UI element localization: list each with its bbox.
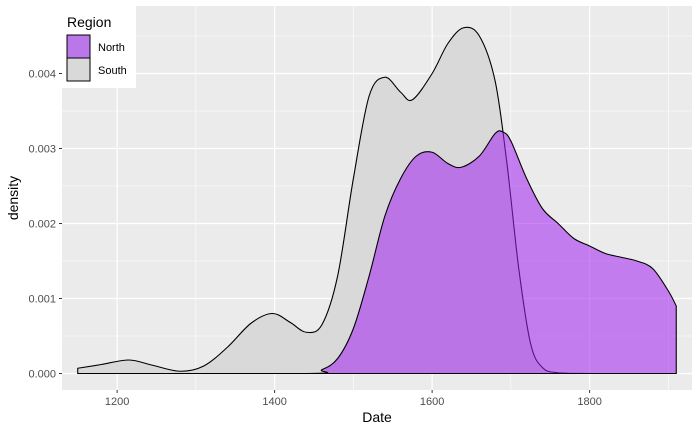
x-tick-label: 1800 xyxy=(577,396,601,408)
legend-key-north xyxy=(66,34,91,59)
x-tick-label: 1400 xyxy=(262,396,286,408)
x-tick-label: 1200 xyxy=(105,396,129,408)
legend-item-north: North xyxy=(66,34,125,59)
x-axis: 1200 1400 1600 1800 xyxy=(105,390,602,408)
y-tick-label: 0.002 xyxy=(28,219,56,231)
legend-label-south: South xyxy=(98,65,127,77)
y-axis-title: density xyxy=(5,176,21,220)
legend-key-south xyxy=(66,57,91,82)
legend-item-south: South xyxy=(66,57,127,82)
y-tick-label: 0.001 xyxy=(28,294,56,306)
y-tick-label: 0.004 xyxy=(28,69,56,81)
density-area-north xyxy=(77,130,677,375)
legend-label-north: North xyxy=(98,42,125,54)
y-tick-label: 0.000 xyxy=(28,369,56,381)
series-layer xyxy=(77,26,677,375)
x-tick-label: 1600 xyxy=(420,396,444,408)
y-tick-label: 0.003 xyxy=(28,144,56,156)
legend: Region North South xyxy=(62,6,136,88)
legend-title: Region xyxy=(67,14,111,30)
x-axis-title: Date xyxy=(362,409,392,425)
y-axis: 0.000 0.001 0.002 0.003 0.004 xyxy=(28,69,62,381)
